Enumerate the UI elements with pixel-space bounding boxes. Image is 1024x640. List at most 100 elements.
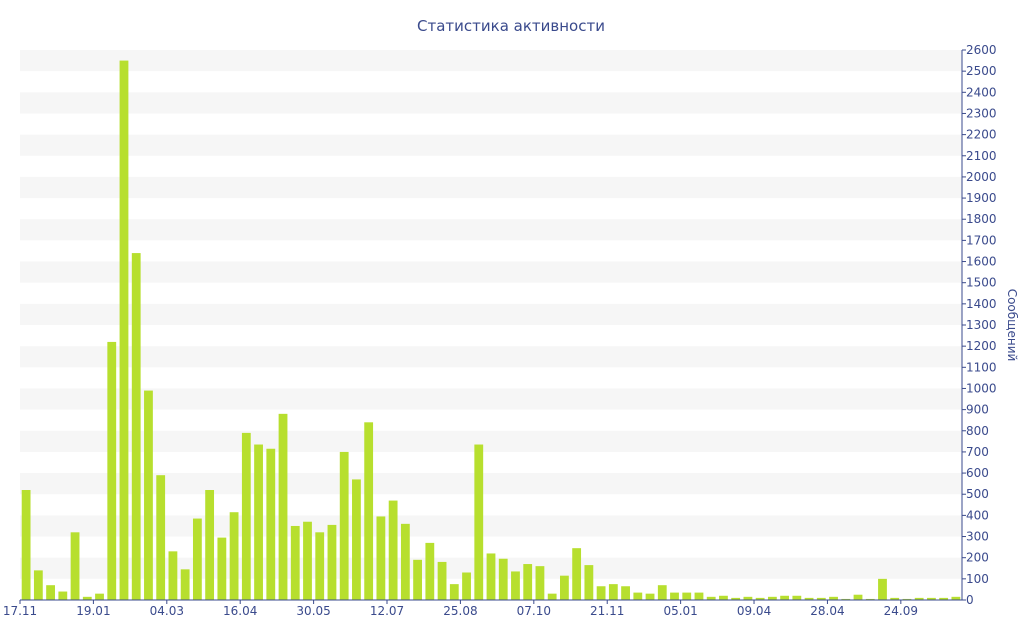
bar	[278, 413, 288, 600]
y-tick-label: 2200	[966, 128, 997, 142]
bar	[486, 553, 496, 600]
bar	[890, 597, 900, 600]
bar	[376, 516, 386, 600]
x-tick-label: 24.09	[884, 604, 918, 618]
x-tick-label: 05.01	[663, 604, 697, 618]
y-tick-label: 2600	[966, 43, 997, 57]
bar	[82, 596, 92, 600]
bar	[841, 598, 851, 600]
chart-title: Статистика активности	[417, 17, 605, 35]
y-tick-label: 1000	[966, 381, 997, 395]
bar	[229, 512, 239, 600]
bar	[437, 561, 447, 600]
x-tick-label: 16.04	[223, 604, 257, 618]
y-tick-label: 0	[966, 593, 974, 607]
bar	[523, 564, 533, 600]
x-axis-ticks: 17.11 19.01 04.03 16.04 30.05 12.07 25.08 07.10…	[3, 600, 918, 618]
y-tick-label: 1100	[966, 360, 997, 374]
y-tick-label: 1600	[966, 255, 997, 269]
bar	[58, 591, 68, 600]
x-tick-label: 30.05	[296, 604, 330, 618]
x-tick-label: 19.01	[76, 604, 110, 618]
grid-band	[20, 303, 962, 325]
bar	[33, 570, 43, 600]
y-tick-label: 800	[966, 424, 989, 438]
bar	[755, 597, 765, 600]
y-tick-label: 1300	[966, 318, 997, 332]
bar	[621, 586, 630, 600]
bar	[767, 596, 777, 600]
y-tick-label: 1200	[966, 339, 997, 353]
bar	[547, 593, 557, 600]
x-tick-label: 17.11	[3, 604, 37, 618]
bar	[804, 597, 814, 600]
bar	[21, 490, 31, 600]
bar	[731, 597, 741, 600]
bar	[645, 593, 655, 600]
bar	[254, 444, 263, 600]
grid-band	[20, 388, 962, 410]
y-tick-label: 500	[966, 487, 989, 501]
bar	[474, 444, 484, 600]
bar	[144, 390, 153, 600]
bar	[939, 597, 949, 600]
bar	[352, 479, 361, 600]
bar	[400, 523, 410, 600]
x-tick-label: 09.04	[737, 604, 771, 618]
bar	[462, 572, 471, 600]
grid-band	[20, 219, 962, 241]
bar	[107, 341, 117, 600]
bar	[670, 592, 679, 600]
y-tick-label: 300	[966, 530, 989, 544]
bar	[290, 525, 300, 600]
bar	[572, 548, 582, 600]
y-tick-label: 1800	[966, 212, 997, 226]
bar	[156, 475, 166, 600]
grid-band	[20, 176, 962, 199]
bar	[303, 521, 312, 600]
bar	[535, 566, 545, 600]
bar	[927, 597, 936, 600]
bar	[95, 593, 104, 600]
bar	[792, 595, 802, 600]
bar	[584, 565, 594, 600]
y-axis-ticks: 0 100 200 300 400 500 600 700 800 900 1000 1100 1200…	[962, 43, 997, 607]
bar	[694, 592, 704, 600]
y-tick-label: 400	[966, 508, 989, 522]
y-tick-label: 2100	[966, 149, 997, 163]
y-tick-label: 2500	[966, 64, 997, 78]
bar	[608, 584, 618, 600]
x-tick-label: 07.10	[517, 604, 551, 618]
y-tick-label: 900	[966, 403, 989, 417]
bar	[914, 597, 924, 600]
bar	[449, 584, 459, 600]
x-tick-label: 25.08	[443, 604, 477, 618]
y-tick-label: 100	[966, 572, 989, 586]
x-tick-label: 28.04	[810, 604, 844, 618]
y-tick-label: 2400	[966, 85, 997, 99]
bar	[388, 500, 398, 600]
bar	[339, 451, 349, 600]
bar	[633, 592, 643, 600]
bar	[682, 592, 692, 600]
grid-band	[20, 134, 962, 156]
bar	[70, 532, 80, 600]
bar	[657, 585, 667, 600]
y-tick-label: 600	[966, 466, 989, 480]
grid-band	[20, 92, 962, 114]
bar	[853, 594, 863, 600]
grid-band	[20, 50, 962, 72]
bar	[205, 490, 215, 600]
y-tick-label: 1900	[966, 191, 997, 205]
bar	[902, 598, 912, 600]
bar	[413, 559, 423, 600]
y-tick-label: 700	[966, 445, 989, 459]
x-tick-label: 12.07	[370, 604, 404, 618]
bar	[951, 596, 961, 600]
bar	[511, 571, 520, 600]
bar	[865, 598, 875, 600]
grid-band	[20, 346, 962, 368]
bar	[266, 448, 276, 600]
bar	[719, 595, 728, 600]
bar	[559, 575, 569, 600]
